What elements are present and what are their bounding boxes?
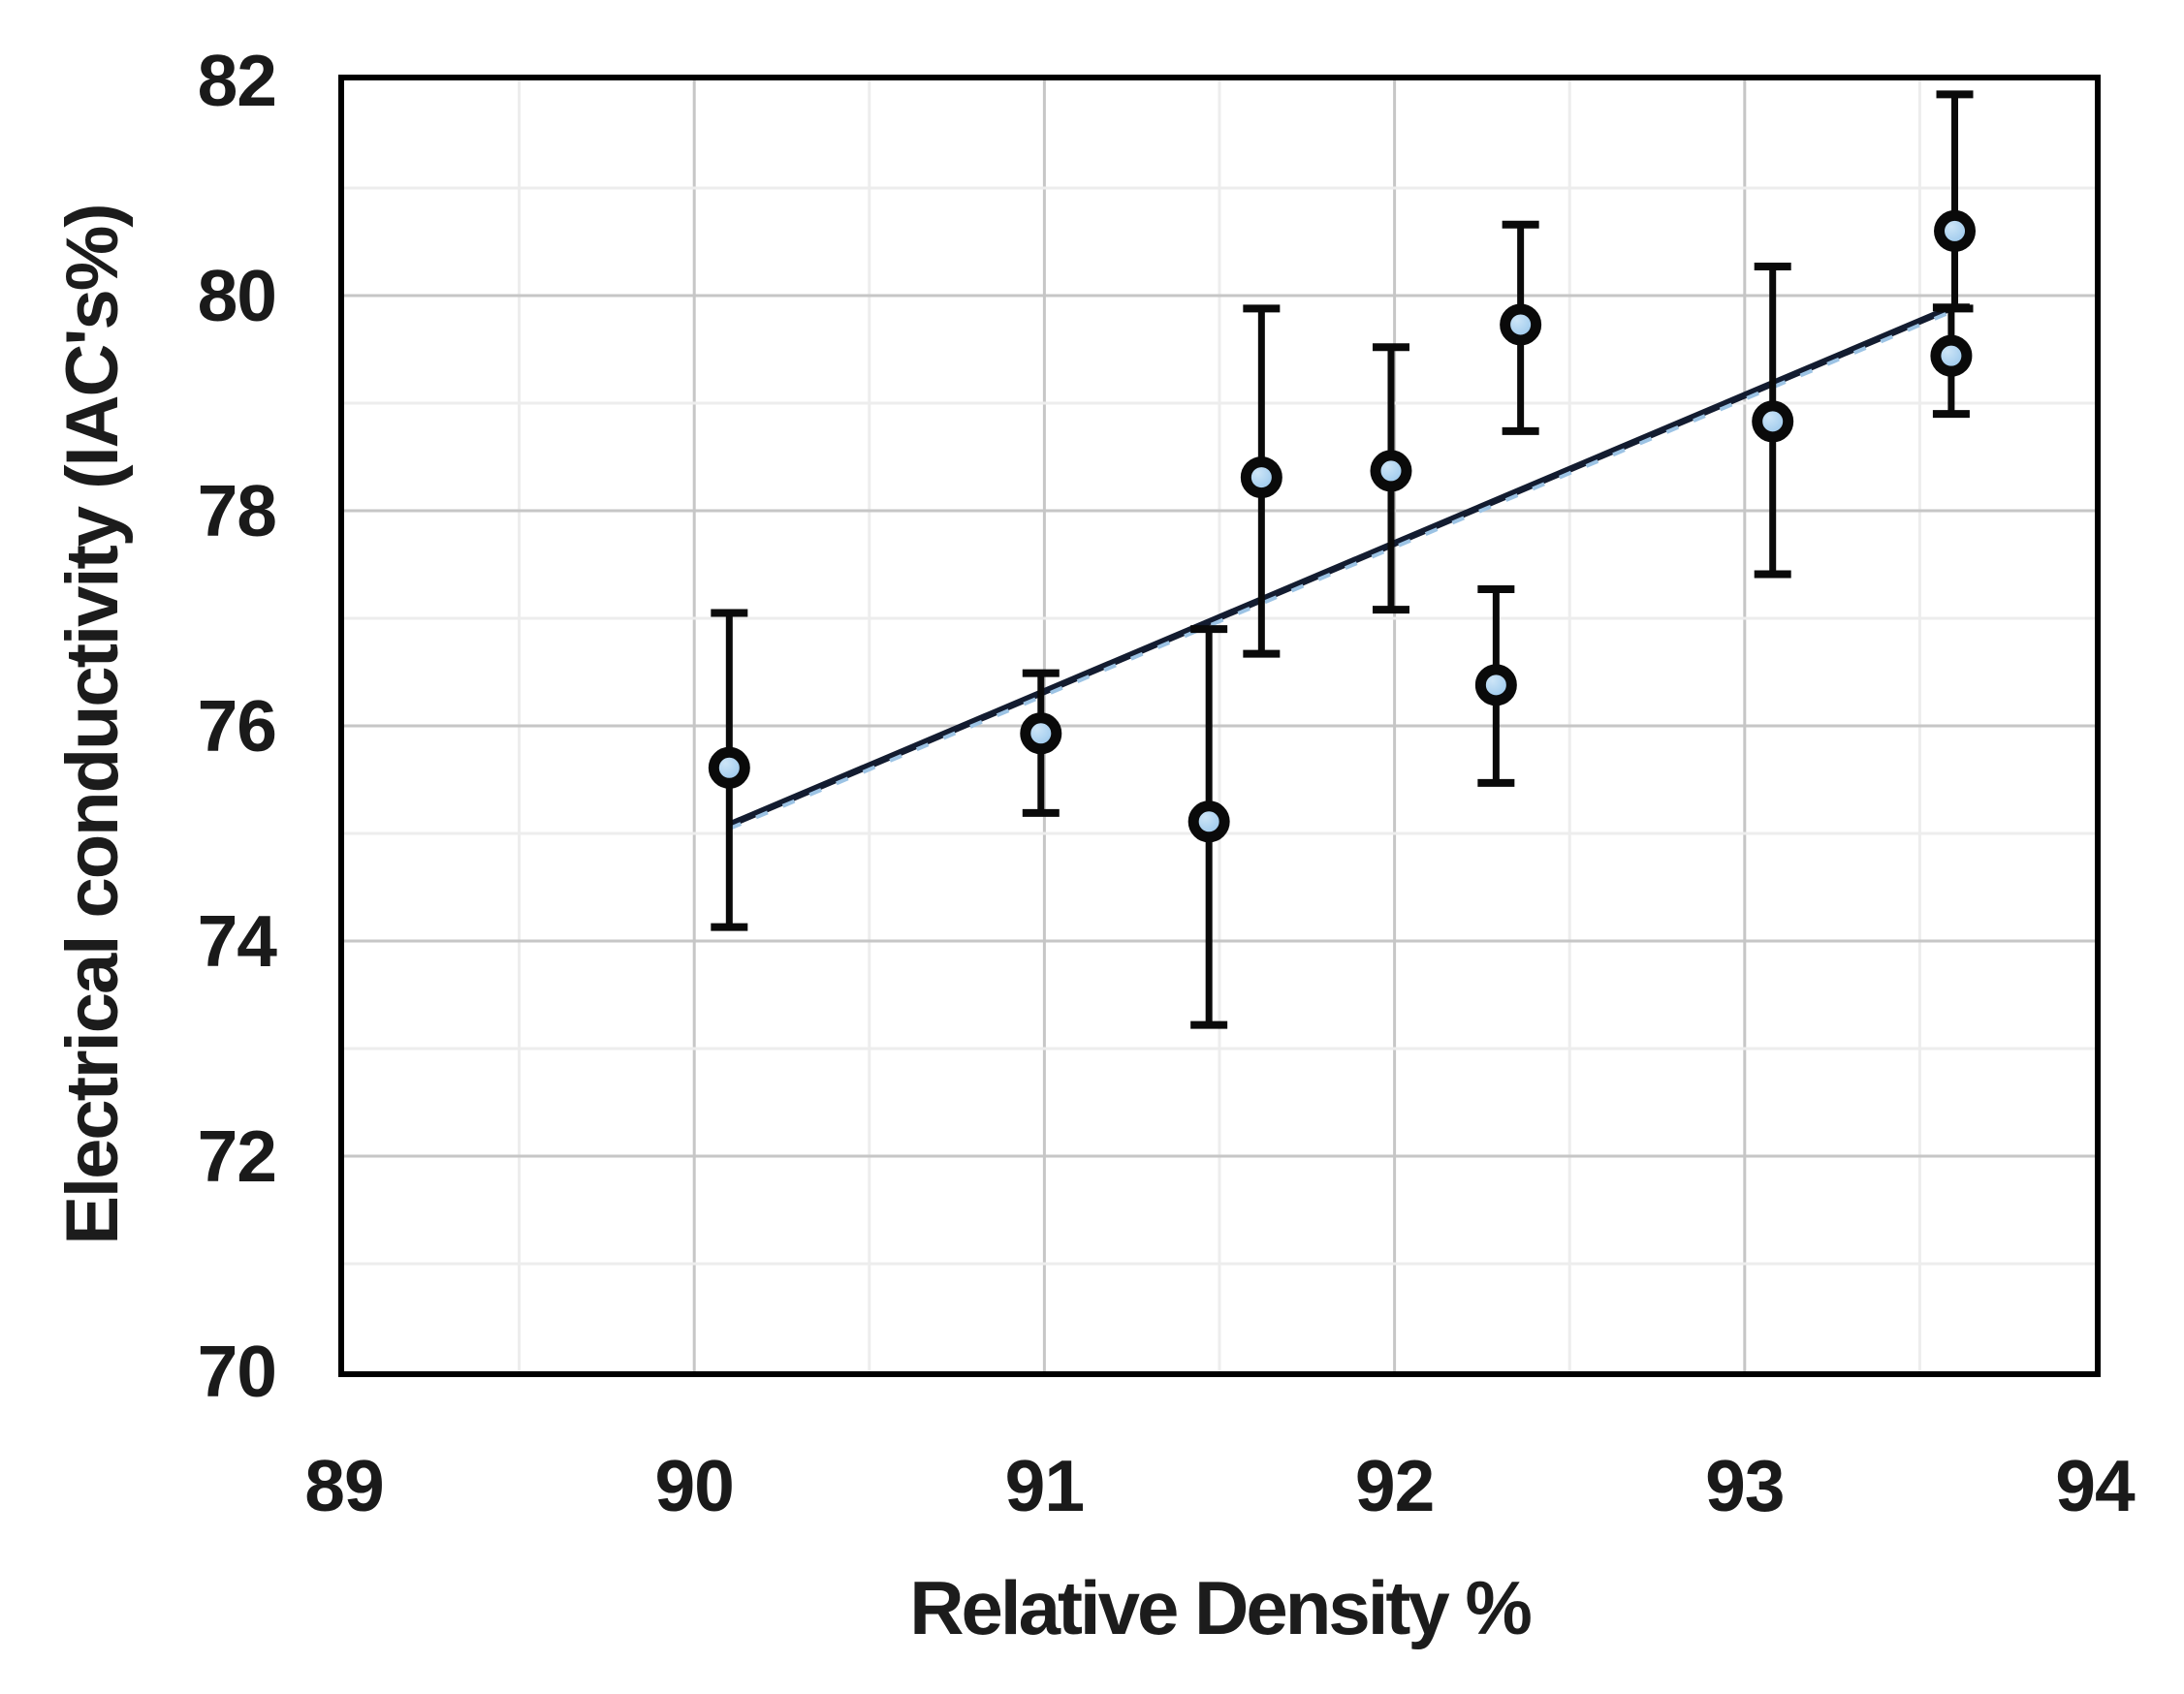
y-tick-label: 76	[197, 685, 277, 767]
data-point-marker	[1934, 209, 1977, 252]
data-point-marker	[1240, 456, 1282, 499]
y-tick-label: 80	[197, 255, 277, 336]
y-tick-label: 70	[197, 1331, 277, 1412]
x-tick-label: 93	[1705, 1445, 1785, 1526]
y-tick-label: 74	[197, 900, 277, 982]
data-point-marker	[1930, 334, 1973, 377]
x-tick-label: 94	[2055, 1445, 2135, 1526]
trend-line	[727, 302, 1956, 829]
data-point-marker	[1370, 450, 1412, 492]
x-tick-label: 91	[1004, 1445, 1085, 1526]
x-tick-label: 89	[304, 1445, 384, 1526]
data-point-marker	[1020, 712, 1062, 755]
data-point-marker	[1187, 800, 1230, 843]
y-tick-label: 78	[197, 470, 277, 551]
plot-border	[338, 75, 2101, 1377]
y-tick-label: 72	[197, 1115, 277, 1197]
trend-line-dashed	[728, 308, 1956, 831]
data-point-marker	[1500, 303, 1542, 346]
x-tick-label: 90	[654, 1445, 734, 1526]
x-axis-title: Relative Density %	[909, 1565, 1533, 1650]
data-point-marker	[708, 746, 750, 789]
data-point-marker	[1474, 664, 1517, 706]
data-point-marker	[1752, 400, 1794, 443]
x-tick-label: 92	[1354, 1445, 1435, 1526]
y-axis-title: Electrical conductivity (IAC's%)	[51, 204, 134, 1245]
y-tick-label: 82	[197, 40, 277, 121]
